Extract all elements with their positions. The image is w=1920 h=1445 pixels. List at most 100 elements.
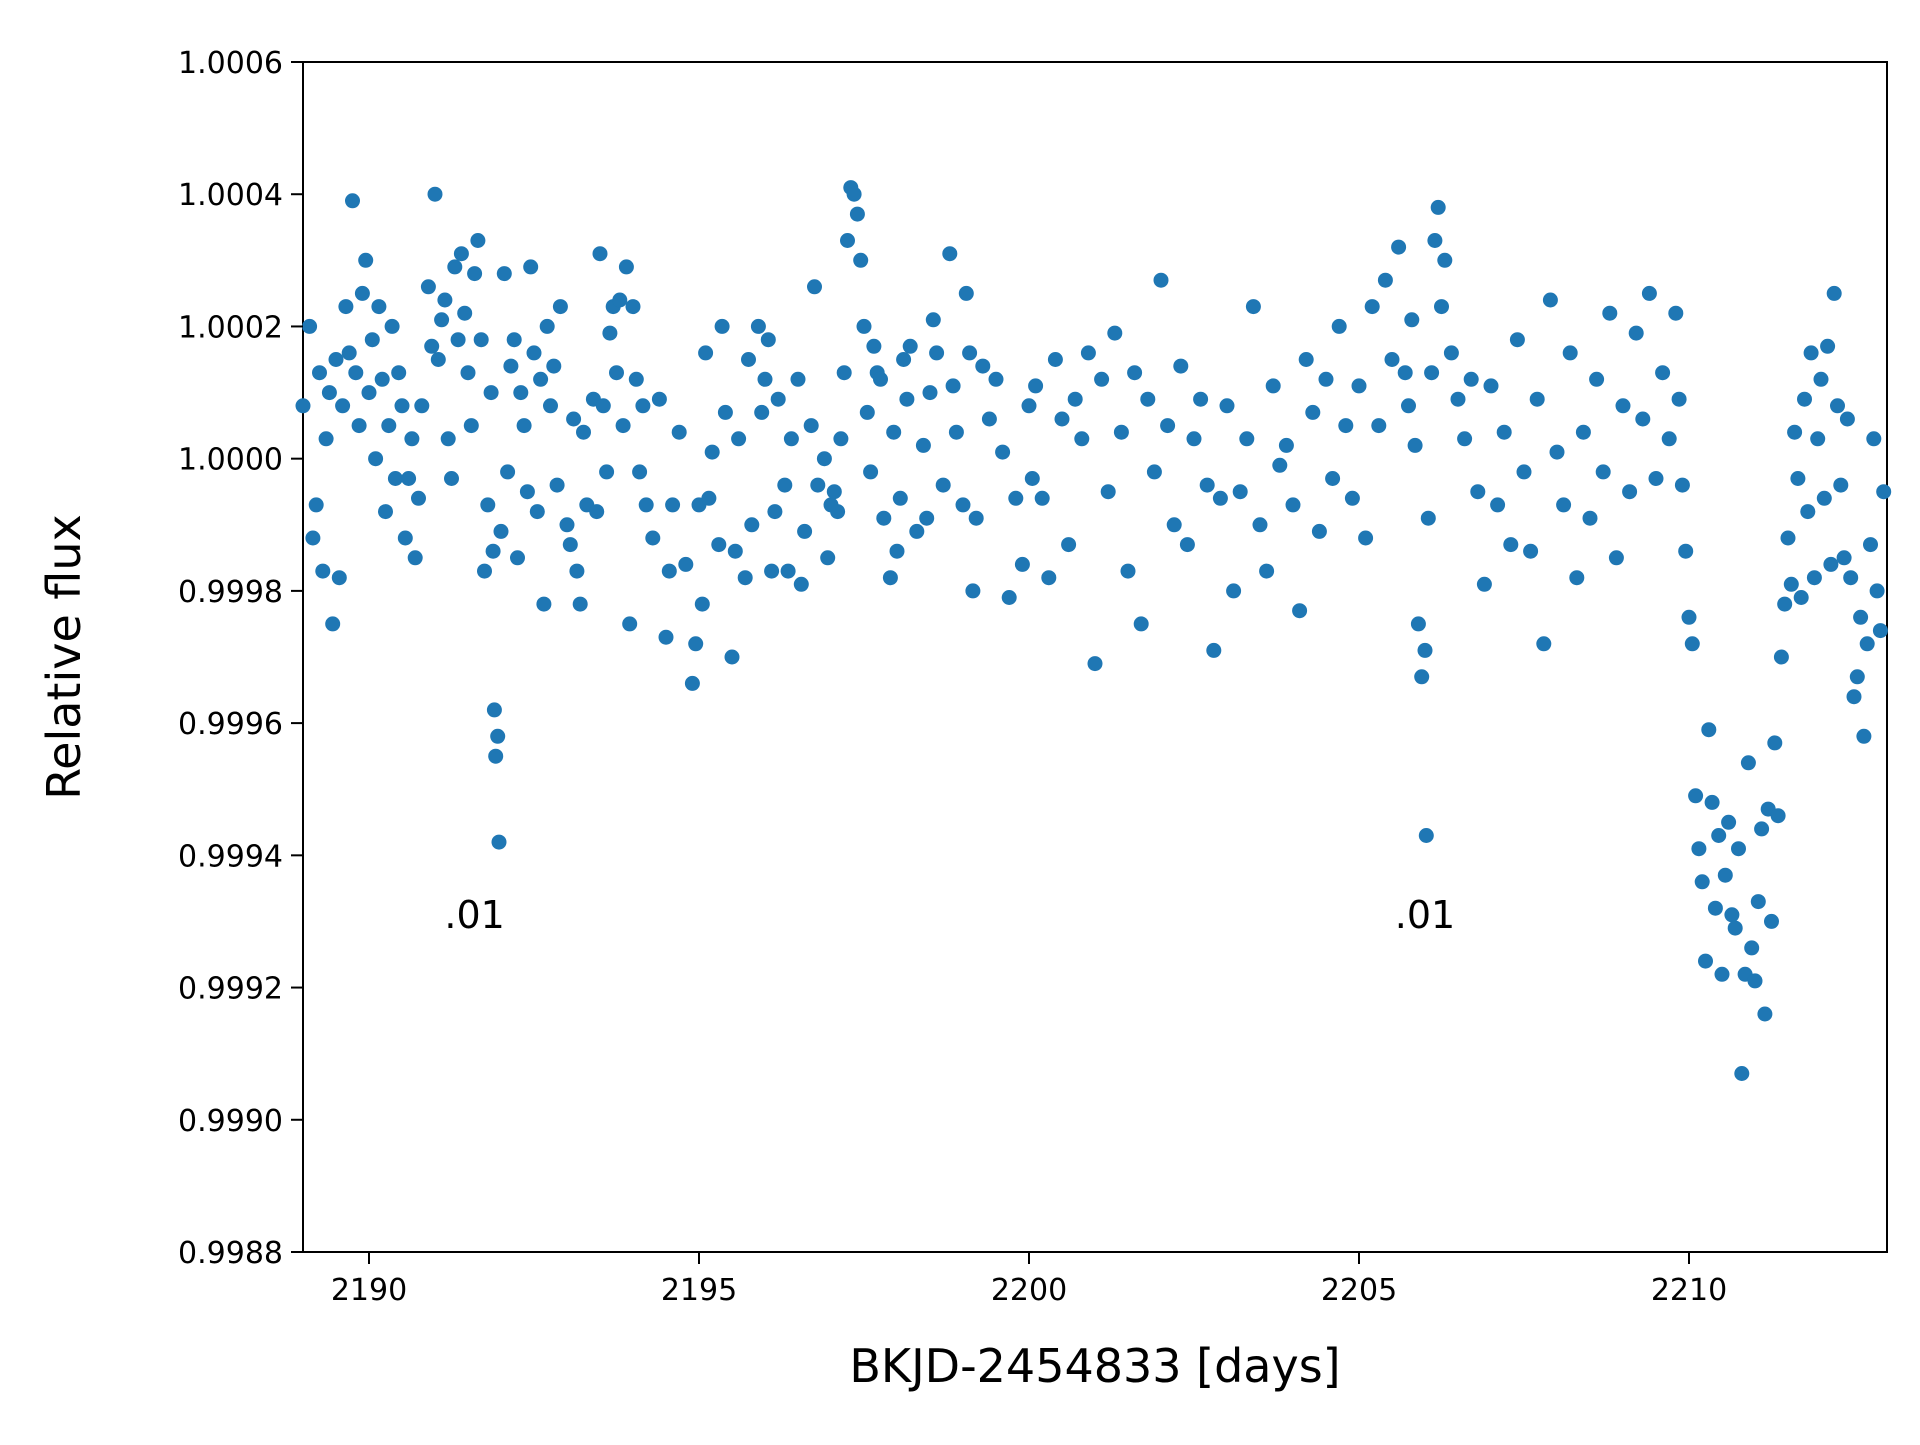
data-point (1305, 404, 1321, 420)
data-point (1602, 305, 1618, 321)
data-point (1698, 953, 1713, 969)
y-axis-ticks: 1.0006 1.0004 1.0002 1.0000 0.9998 0.9996 0.99… (178, 46, 303, 1271)
data-point (485, 543, 501, 559)
data-point (1292, 603, 1308, 619)
data-point (523, 259, 539, 275)
data-point (1179, 537, 1195, 553)
y-tick-label: 1.0006 (178, 46, 283, 81)
data-point (325, 616, 341, 632)
data-point (378, 504, 393, 520)
data-point (1701, 722, 1717, 738)
data-point (589, 504, 605, 520)
data-point (651, 391, 667, 407)
data-point (942, 246, 958, 262)
data-point (595, 398, 611, 414)
data-point (312, 365, 327, 381)
data-point (450, 332, 466, 348)
data-point (1047, 352, 1063, 367)
data-point (1556, 497, 1572, 513)
data-point (1793, 590, 1809, 605)
data-point (1740, 755, 1756, 771)
data-point (516, 418, 532, 434)
data-point (1113, 424, 1129, 440)
data-point (491, 834, 507, 850)
data-point (394, 398, 410, 414)
data-point (467, 266, 483, 282)
data-point (1226, 583, 1242, 599)
data-point (816, 451, 832, 467)
data-point (929, 345, 945, 361)
data-point (411, 490, 426, 506)
data-point (1407, 437, 1423, 453)
data-point (731, 431, 747, 447)
data-point (958, 285, 974, 301)
data-point (1671, 391, 1687, 407)
data-point (1816, 490, 1832, 506)
data-point (397, 530, 413, 546)
data-point (351, 418, 367, 434)
data-point (1265, 378, 1281, 394)
data-point (358, 252, 374, 268)
data-point (945, 378, 961, 394)
data-point (1876, 484, 1892, 500)
data-point (922, 385, 938, 401)
data-point (1806, 570, 1822, 586)
data-point (1434, 299, 1449, 315)
x-tick-label: 2200 (991, 1273, 1067, 1308)
data-point (975, 358, 991, 374)
data-point (764, 563, 780, 579)
data-point (1278, 437, 1294, 453)
data-point (381, 418, 397, 434)
data-point (1219, 398, 1235, 414)
data-point (1100, 484, 1116, 500)
data-point (1853, 609, 1869, 625)
data-point (1410, 616, 1426, 632)
data-point (826, 484, 842, 500)
data-point (1674, 477, 1690, 493)
annotation-label: .01 (444, 893, 504, 937)
data-point (1364, 299, 1380, 315)
data-point (622, 616, 638, 632)
data-point (1008, 490, 1024, 506)
data-point (345, 193, 360, 209)
data-point (1285, 497, 1301, 513)
data-point (1509, 332, 1525, 348)
data-point (1803, 345, 1819, 361)
data-point (321, 385, 337, 401)
data-point (529, 504, 545, 520)
data-point (1298, 352, 1314, 367)
data-point (460, 365, 476, 381)
data-point (1028, 378, 1044, 394)
data-point (665, 497, 681, 513)
data-point (526, 345, 542, 361)
data-point (536, 596, 552, 612)
data-point (1054, 411, 1070, 427)
data-point (549, 477, 565, 493)
data-point (510, 550, 525, 566)
data-point (354, 285, 370, 301)
data-point (873, 371, 888, 387)
data-point (1731, 841, 1746, 857)
data-point (704, 444, 720, 460)
data-point (1661, 431, 1677, 447)
data-point (1790, 471, 1806, 486)
data-point (420, 279, 436, 295)
data-point (793, 576, 809, 592)
data-point (1691, 841, 1707, 857)
data-point (1721, 814, 1737, 830)
data-point (1635, 411, 1651, 427)
data-point (1681, 609, 1697, 625)
data-point (892, 490, 908, 506)
data-point (1549, 444, 1565, 460)
data-point (1001, 590, 1017, 605)
data-point (909, 523, 925, 539)
data-point (1575, 424, 1591, 440)
data-point (434, 312, 450, 328)
data-point (1684, 636, 1700, 652)
data-point (1836, 550, 1852, 566)
y-tick-label: 0.9992 (178, 972, 283, 1007)
data-point (1622, 484, 1638, 500)
data-point (1869, 583, 1885, 599)
y-tick-label: 0.9998 (178, 575, 283, 610)
